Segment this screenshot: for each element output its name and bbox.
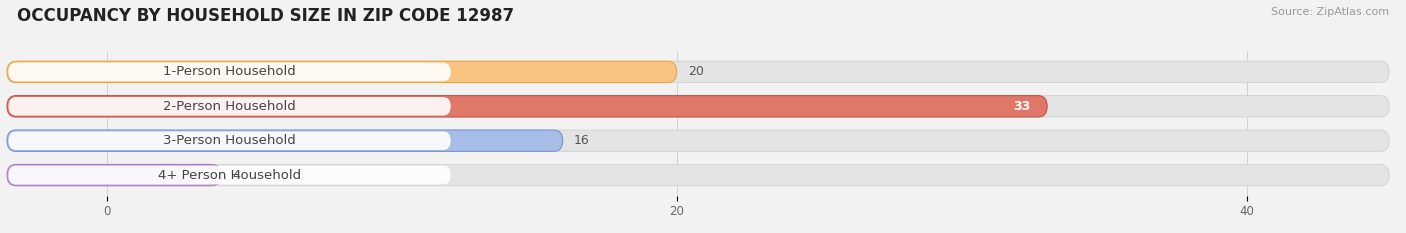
Text: Source: ZipAtlas.com: Source: ZipAtlas.com — [1271, 7, 1389, 17]
Text: 33: 33 — [1012, 100, 1031, 113]
FancyBboxPatch shape — [7, 130, 562, 151]
FancyBboxPatch shape — [8, 131, 451, 150]
FancyBboxPatch shape — [7, 96, 1389, 117]
Text: OCCUPANCY BY HOUSEHOLD SIZE IN ZIP CODE 12987: OCCUPANCY BY HOUSEHOLD SIZE IN ZIP CODE … — [17, 7, 515, 25]
FancyBboxPatch shape — [7, 130, 1389, 151]
FancyBboxPatch shape — [7, 164, 221, 186]
FancyBboxPatch shape — [8, 97, 451, 116]
Text: 3-Person Household: 3-Person Household — [163, 134, 297, 147]
FancyBboxPatch shape — [7, 96, 1047, 117]
FancyBboxPatch shape — [8, 63, 451, 81]
FancyBboxPatch shape — [7, 61, 1389, 82]
FancyBboxPatch shape — [7, 61, 676, 82]
Text: 4+ Person Household: 4+ Person Household — [157, 169, 301, 182]
Text: 1-Person Household: 1-Person Household — [163, 65, 297, 78]
Text: 4: 4 — [232, 169, 240, 182]
Text: 2-Person Household: 2-Person Household — [163, 100, 297, 113]
Text: 16: 16 — [574, 134, 591, 147]
FancyBboxPatch shape — [7, 164, 1389, 186]
FancyBboxPatch shape — [8, 166, 451, 184]
Text: 20: 20 — [688, 65, 704, 78]
